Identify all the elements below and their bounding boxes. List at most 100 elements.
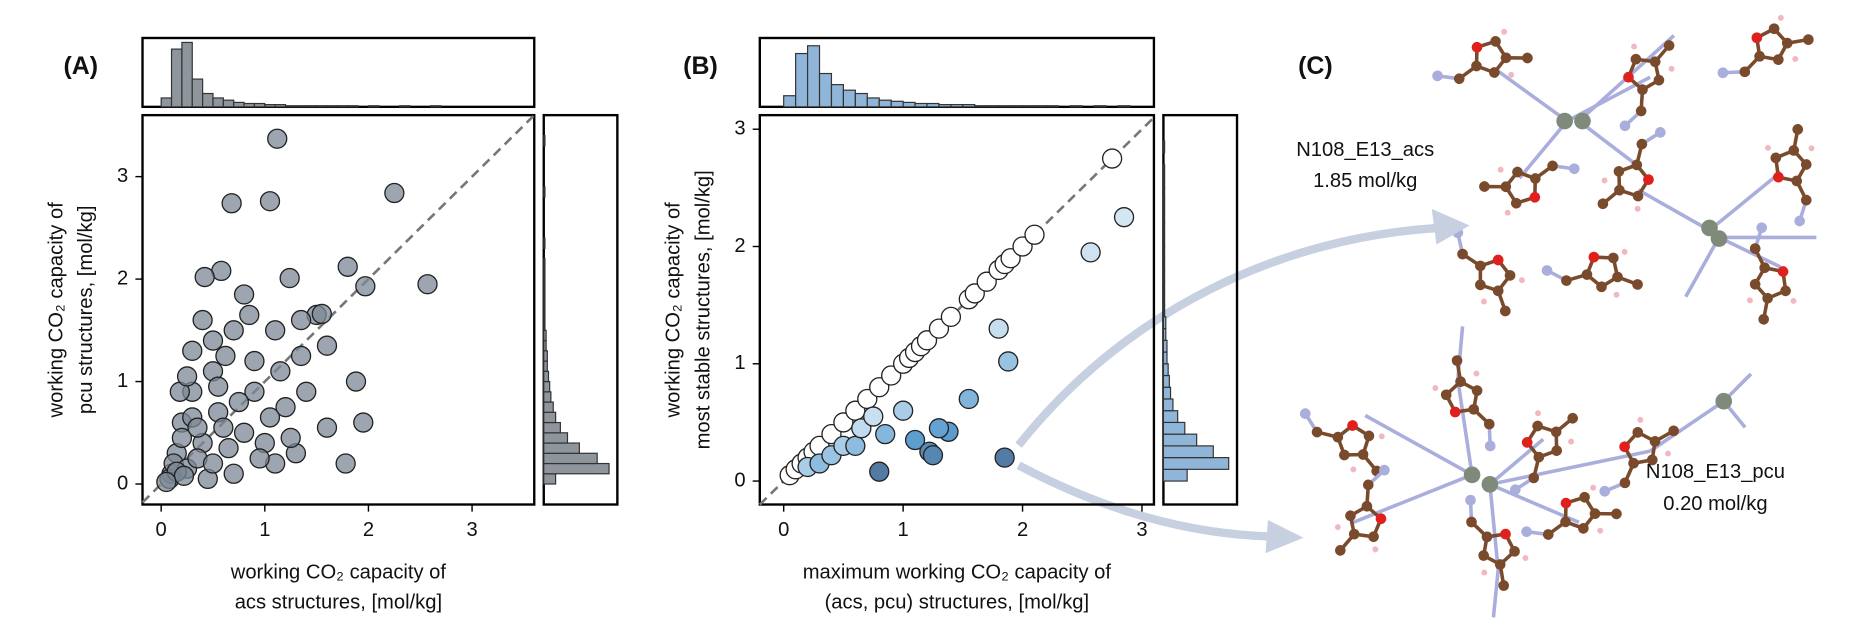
hist-bar — [543, 411, 557, 424]
structure-name: N108_E13_pcu — [1646, 461, 1785, 483]
point — [259, 191, 281, 212]
hist-bar — [1162, 433, 1198, 447]
hist-bar — [222, 99, 235, 108]
point — [249, 448, 270, 469]
hist-bar — [1162, 457, 1230, 470]
point — [244, 381, 265, 402]
hist-bar — [1162, 140, 1166, 154]
hist-bar — [842, 89, 856, 108]
point — [233, 422, 255, 443]
point — [270, 361, 291, 382]
y-tick-label: 0 — [117, 472, 128, 494]
hist-bar — [950, 104, 964, 108]
hist-bar — [1162, 175, 1166, 189]
ring — [1428, 9, 1541, 112]
point — [176, 366, 198, 387]
point — [213, 417, 234, 438]
y-tick-label: 3 — [734, 118, 745, 140]
point — [1080, 242, 1101, 263]
hist-bar — [1162, 316, 1167, 330]
point — [280, 427, 301, 449]
point — [290, 309, 312, 331]
arrow-head — [1431, 208, 1470, 245]
hist-bar — [316, 105, 328, 108]
hist-bar — [890, 100, 904, 108]
hist-bar — [430, 105, 442, 108]
hist-bar — [543, 237, 546, 249]
hist-bar — [806, 45, 821, 108]
point — [316, 417, 338, 438]
hist-bar — [212, 97, 224, 108]
hist-bar — [1162, 304, 1166, 318]
molecule-acs — [1428, 4, 1848, 336]
x-tick-label: 3 — [1136, 519, 1147, 541]
hist-bar — [1162, 245, 1166, 259]
hist-bar — [543, 360, 548, 372]
hist-bar — [295, 105, 307, 108]
hist-bar — [253, 102, 266, 108]
hist-bar — [543, 278, 546, 290]
point — [296, 381, 317, 402]
hist-bar — [783, 95, 797, 108]
point — [353, 412, 374, 433]
hist-bar — [854, 92, 868, 108]
point — [892, 400, 914, 421]
point — [337, 256, 358, 277]
hist-bar — [1021, 105, 1036, 108]
panel-label: (B) — [683, 52, 718, 80]
hist-bar — [543, 421, 561, 434]
hist-bar — [274, 104, 287, 108]
ring — [1470, 133, 1583, 236]
point — [279, 267, 300, 289]
hist-bar — [1033, 105, 1048, 108]
hist-bar — [830, 84, 845, 108]
hist-bar — [543, 391, 552, 403]
x-tick-label: 2 — [1017, 519, 1028, 541]
hist-bar — [347, 105, 359, 108]
point — [202, 453, 224, 474]
hist-bar — [795, 52, 809, 108]
point — [940, 306, 962, 328]
point — [192, 309, 213, 331]
hist-bar — [543, 370, 550, 383]
point — [316, 335, 338, 356]
hist-bar — [543, 432, 569, 444]
hist-bar — [1093, 105, 1107, 108]
hist-bar — [938, 104, 952, 108]
structure-value: 1.85 mol/kg — [1313, 170, 1417, 192]
x-tick-label: 1 — [259, 519, 270, 541]
point — [223, 320, 244, 341]
point — [958, 388, 979, 410]
hist-bar — [1117, 105, 1131, 108]
point — [869, 461, 890, 482]
point — [417, 274, 438, 295]
point — [998, 351, 1019, 372]
y-tick-label: 1 — [117, 370, 128, 392]
axes-frame — [758, 113, 1156, 506]
hist-bar — [1162, 269, 1166, 283]
y-axis-label: most stable structures, [mol/kg] — [692, 170, 714, 449]
hist-bar — [1162, 328, 1167, 341]
hist-bar — [818, 72, 833, 108]
ring — [1450, 225, 1527, 319]
hist-bar — [878, 99, 892, 108]
hist-bar — [191, 78, 204, 108]
hist-bar — [1162, 374, 1170, 388]
hist-bar — [914, 102, 928, 108]
point — [311, 303, 332, 325]
y-tick-label: 1 — [734, 352, 745, 374]
point — [335, 453, 356, 474]
point — [208, 376, 229, 397]
hist-bar — [543, 452, 598, 465]
x-tick-label: 1 — [898, 519, 909, 541]
point — [384, 182, 405, 204]
hist-bar — [986, 105, 1000, 108]
hist-bar — [243, 102, 256, 108]
hist-bar — [233, 101, 245, 108]
hist-bar — [543, 319, 546, 331]
axes-frame — [141, 113, 536, 506]
x-axis-label: (acs, pcu) structures, [mol/kg] — [825, 591, 1090, 613]
point — [1113, 207, 1135, 228]
point — [1024, 224, 1045, 245]
